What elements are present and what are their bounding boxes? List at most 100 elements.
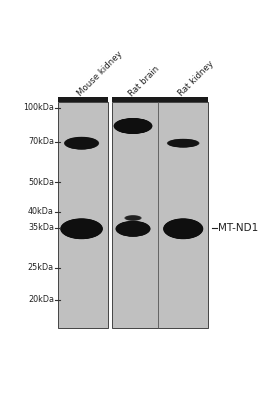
Ellipse shape bbox=[167, 221, 199, 237]
Ellipse shape bbox=[125, 215, 141, 221]
Text: Mouse kidney: Mouse kidney bbox=[75, 49, 124, 98]
Ellipse shape bbox=[163, 218, 203, 239]
Ellipse shape bbox=[125, 216, 141, 220]
Ellipse shape bbox=[125, 216, 141, 220]
Ellipse shape bbox=[118, 222, 148, 236]
Ellipse shape bbox=[126, 216, 140, 220]
Text: Rat brain: Rat brain bbox=[127, 64, 161, 98]
Ellipse shape bbox=[64, 220, 100, 238]
Ellipse shape bbox=[66, 138, 97, 149]
Ellipse shape bbox=[118, 222, 148, 236]
Bar bbox=[112, 97, 208, 102]
Ellipse shape bbox=[65, 137, 98, 149]
Ellipse shape bbox=[116, 221, 150, 237]
Ellipse shape bbox=[124, 215, 142, 221]
Bar bbox=[58, 102, 108, 328]
Ellipse shape bbox=[115, 119, 150, 133]
Ellipse shape bbox=[164, 219, 202, 239]
Ellipse shape bbox=[116, 221, 150, 236]
Ellipse shape bbox=[60, 218, 103, 239]
Ellipse shape bbox=[68, 138, 95, 148]
Ellipse shape bbox=[170, 140, 197, 147]
Ellipse shape bbox=[165, 219, 202, 238]
Bar bbox=[58, 97, 108, 102]
Ellipse shape bbox=[125, 216, 141, 220]
Ellipse shape bbox=[119, 222, 147, 235]
Ellipse shape bbox=[164, 219, 202, 238]
Ellipse shape bbox=[61, 219, 102, 239]
Ellipse shape bbox=[117, 222, 149, 236]
Text: Rat kidney: Rat kidney bbox=[177, 59, 216, 98]
Ellipse shape bbox=[118, 120, 148, 132]
Ellipse shape bbox=[116, 119, 150, 133]
Ellipse shape bbox=[170, 140, 196, 147]
Ellipse shape bbox=[167, 139, 199, 148]
Ellipse shape bbox=[67, 138, 96, 148]
Ellipse shape bbox=[65, 221, 98, 237]
Ellipse shape bbox=[117, 120, 149, 132]
Ellipse shape bbox=[62, 219, 102, 238]
Ellipse shape bbox=[116, 119, 149, 133]
Ellipse shape bbox=[65, 221, 98, 237]
Ellipse shape bbox=[166, 220, 201, 238]
Ellipse shape bbox=[168, 139, 198, 147]
Ellipse shape bbox=[117, 222, 149, 236]
Ellipse shape bbox=[115, 119, 151, 133]
Text: 25kDa: 25kDa bbox=[28, 264, 54, 272]
Ellipse shape bbox=[65, 137, 98, 149]
Ellipse shape bbox=[171, 140, 195, 146]
Ellipse shape bbox=[124, 215, 142, 221]
Text: 35kDa: 35kDa bbox=[28, 224, 54, 232]
Ellipse shape bbox=[63, 220, 100, 238]
Ellipse shape bbox=[119, 222, 148, 236]
Ellipse shape bbox=[126, 216, 140, 220]
Ellipse shape bbox=[120, 223, 147, 235]
Ellipse shape bbox=[125, 215, 142, 221]
Text: 50kDa: 50kDa bbox=[28, 178, 54, 186]
Ellipse shape bbox=[61, 218, 102, 239]
Ellipse shape bbox=[166, 220, 201, 238]
Ellipse shape bbox=[65, 137, 98, 149]
Ellipse shape bbox=[66, 138, 97, 149]
Ellipse shape bbox=[168, 139, 199, 148]
Ellipse shape bbox=[126, 216, 140, 220]
Ellipse shape bbox=[168, 139, 198, 147]
Ellipse shape bbox=[64, 220, 99, 237]
Ellipse shape bbox=[62, 219, 101, 238]
Ellipse shape bbox=[65, 221, 98, 237]
Ellipse shape bbox=[168, 221, 198, 237]
Ellipse shape bbox=[64, 220, 99, 237]
Ellipse shape bbox=[62, 219, 101, 238]
Ellipse shape bbox=[117, 222, 149, 236]
Ellipse shape bbox=[119, 120, 148, 132]
Bar bbox=[112, 102, 208, 328]
Ellipse shape bbox=[166, 220, 200, 238]
Text: 100kDa: 100kDa bbox=[23, 104, 54, 112]
Ellipse shape bbox=[171, 140, 196, 146]
Ellipse shape bbox=[167, 139, 200, 148]
Ellipse shape bbox=[115, 118, 151, 134]
Text: 40kDa: 40kDa bbox=[28, 208, 54, 216]
Ellipse shape bbox=[67, 138, 96, 149]
Ellipse shape bbox=[126, 216, 140, 220]
Ellipse shape bbox=[125, 216, 141, 220]
Ellipse shape bbox=[114, 118, 152, 134]
Ellipse shape bbox=[120, 223, 146, 235]
Ellipse shape bbox=[167, 220, 199, 237]
Text: 70kDa: 70kDa bbox=[28, 138, 54, 146]
Ellipse shape bbox=[63, 220, 100, 238]
Ellipse shape bbox=[168, 139, 199, 147]
Ellipse shape bbox=[114, 118, 152, 134]
Ellipse shape bbox=[115, 221, 150, 237]
Ellipse shape bbox=[66, 138, 97, 149]
Ellipse shape bbox=[68, 138, 95, 148]
Ellipse shape bbox=[126, 216, 140, 220]
Text: MT-ND1: MT-ND1 bbox=[218, 223, 258, 233]
Ellipse shape bbox=[64, 137, 99, 150]
Ellipse shape bbox=[119, 222, 147, 235]
Ellipse shape bbox=[169, 140, 197, 147]
Ellipse shape bbox=[117, 119, 149, 133]
Ellipse shape bbox=[68, 138, 95, 148]
Text: 20kDa: 20kDa bbox=[28, 296, 54, 304]
Ellipse shape bbox=[116, 221, 150, 236]
